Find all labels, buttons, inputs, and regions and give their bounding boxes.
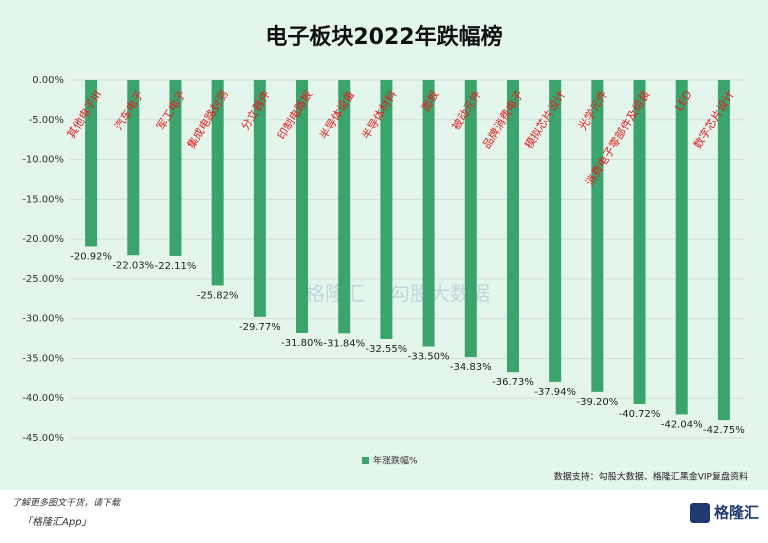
value-label: -22.03% <box>112 260 154 271</box>
legend-swatch <box>362 457 369 464</box>
y-tick-label: -5.00% <box>29 115 64 126</box>
bar <box>380 80 393 339</box>
y-tick-label: -35.00% <box>22 353 64 364</box>
y-tick-label: 0.00% <box>32 75 64 86</box>
bar <box>591 80 604 392</box>
bar <box>633 80 646 404</box>
y-tick-label: -25.00% <box>22 274 64 285</box>
value-label: -22.11% <box>155 261 197 272</box>
value-label: -31.84% <box>323 338 365 349</box>
value-label: -20.92% <box>70 251 112 262</box>
logo-text: 格隆汇 <box>714 504 759 522</box>
bar <box>127 80 140 256</box>
bar <box>506 80 519 373</box>
y-tick-label: -20.00% <box>22 234 64 245</box>
value-label: -32.55% <box>366 344 408 355</box>
watermark: 格隆汇 <box>305 282 365 306</box>
footer-text: 「格隆汇App」 <box>22 516 92 528</box>
value-label: -39.20% <box>576 397 618 408</box>
bar <box>169 80 182 256</box>
footer-text: 了解更多图文干货，请下载 <box>12 498 121 509</box>
value-label: -42.75% <box>703 425 745 436</box>
footer-background <box>0 490 768 543</box>
bar <box>296 80 309 333</box>
value-label: -36.73% <box>492 377 534 388</box>
value-label: -34.83% <box>450 362 492 373</box>
logo-icon <box>690 503 710 523</box>
chart-title: 电子板块2022年跌幅榜 <box>265 24 502 50</box>
bar <box>675 80 688 415</box>
y-tick-label: -10.00% <box>22 155 64 166</box>
value-label: -40.72% <box>619 409 661 420</box>
y-tick-label: -15.00% <box>22 194 64 205</box>
y-tick-label: -40.00% <box>22 393 64 404</box>
value-label: -37.94% <box>534 387 576 398</box>
y-tick-label: -30.00% <box>22 314 64 325</box>
legend-label: 年涨跌幅% <box>373 455 418 467</box>
bar <box>253 80 266 317</box>
bar <box>338 80 351 334</box>
value-label: -31.80% <box>281 338 323 349</box>
bar <box>549 80 562 382</box>
value-label: -42.04% <box>661 419 703 430</box>
y-tick-label: -45.00% <box>22 433 64 444</box>
source: 数据支持：勾股大数据、格隆汇黑金VIP复盘资料 <box>554 471 748 483</box>
value-label: -29.77% <box>239 322 281 333</box>
bar <box>464 80 477 358</box>
bar <box>422 80 435 347</box>
bar <box>85 80 98 247</box>
bar <box>211 80 224 286</box>
bar <box>717 80 730 421</box>
value-label: -25.82% <box>197 290 239 301</box>
value-label: -33.50% <box>408 352 450 363</box>
